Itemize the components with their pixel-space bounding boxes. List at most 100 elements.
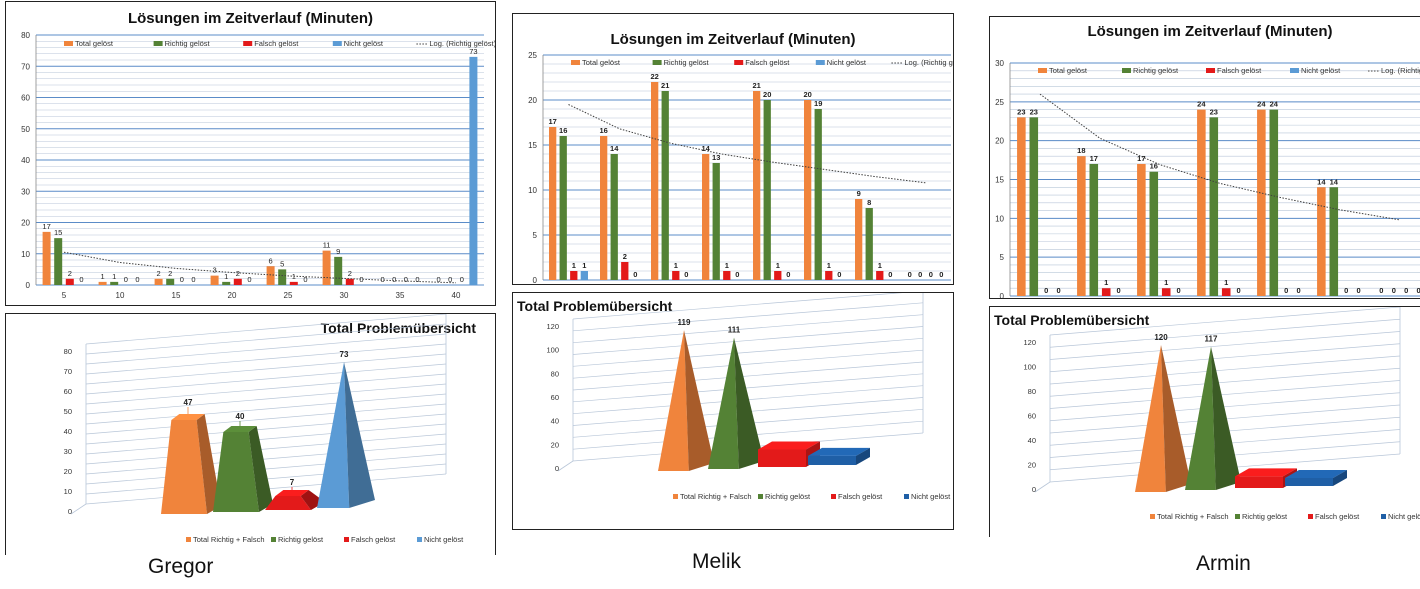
data-label: 17 <box>548 117 556 126</box>
data-label: 1 <box>582 261 586 270</box>
bar-falsch <box>723 271 731 280</box>
data-label: 1 <box>224 272 228 281</box>
grid-line <box>85 403 447 435</box>
overview-svg-armin: Total Problemübersicht 0 20 40 60 80 100 120 120… <box>994 307 1420 521</box>
bar-richtig <box>334 256 343 285</box>
legend-swatch <box>758 494 763 499</box>
data-label: 0 <box>1284 286 1288 295</box>
bar-falsch <box>876 271 884 280</box>
data-label: 0 <box>735 270 739 279</box>
x-tick-label: 40 <box>452 291 461 300</box>
y-tick-label: 50 <box>64 407 72 416</box>
chart-title: Lösungen im Zeitverlauf (Minuten) <box>128 10 373 27</box>
data-label: 0 <box>180 275 184 284</box>
data-label: 0 <box>448 275 452 284</box>
y-tick-label: 60 <box>1028 412 1036 421</box>
y-tick-label: 20 <box>551 440 559 449</box>
shape-richtig <box>213 432 259 512</box>
grid-line <box>85 383 447 415</box>
shape-total <box>1135 345 1166 492</box>
shape-side-total <box>196 414 221 514</box>
data-label: 14 <box>1317 177 1326 186</box>
grid-line <box>1049 307 1401 336</box>
y-tick-label: 60 <box>551 393 559 402</box>
shape-nicht <box>317 362 350 508</box>
legend-label: Falsch gelöst <box>351 535 396 544</box>
y-tick-label: 10 <box>528 186 537 195</box>
legend-swatch <box>652 60 662 65</box>
legend-swatch <box>64 41 73 46</box>
data-label: 0 <box>1177 286 1181 295</box>
overview-chart-melik: Total Problemübersicht 0 20 40 60 80 100 120 119… <box>512 292 954 530</box>
legend-swatch <box>815 60 825 65</box>
data-label: 119 <box>678 318 691 327</box>
legend-label-trend: Log. (Richtig gelöst) <box>1381 66 1420 75</box>
legend-label: Total Richtig + Falsch <box>193 535 265 544</box>
y-tick-label: 0 <box>68 507 72 516</box>
y-tick-label: 0 <box>1032 485 1036 494</box>
shape-nicht <box>1285 478 1333 486</box>
data-label: 13 <box>712 153 720 162</box>
bar-total <box>600 136 608 280</box>
y-tick-label: 120 <box>546 322 559 331</box>
x-tick-label: 15 <box>172 291 181 300</box>
y-tick-label: 5 <box>1000 253 1005 262</box>
bar-richtig <box>865 208 873 280</box>
shape-total <box>658 330 689 471</box>
data-label: 0 <box>1117 286 1121 295</box>
legend-label: Nicht gelöst <box>911 492 951 501</box>
grid-line <box>572 337 924 367</box>
bar-total <box>702 154 710 280</box>
data-label: 21 <box>752 81 760 90</box>
y-tick-label: 100 <box>1023 363 1036 372</box>
legend-swatch <box>344 537 349 542</box>
bar-richtig <box>1269 109 1279 296</box>
legend-label: Nicht gelöst <box>1388 512 1420 521</box>
y-tick-label: 15 <box>995 176 1004 185</box>
bar-total <box>42 231 51 285</box>
timeline-chart-gregor: Lösungen im Zeitverlauf (Minuten) 0 10 20 30… <box>5 1 496 306</box>
grid-line <box>1049 318 1401 348</box>
bar-total <box>210 275 219 285</box>
shape-top-nicht <box>1285 470 1347 478</box>
shape-top-falsch <box>1235 468 1297 477</box>
data-label: 120 <box>1154 333 1168 342</box>
data-label: 1 <box>725 261 729 270</box>
bar-falsch <box>345 278 354 285</box>
data-label: 20 <box>763 90 771 99</box>
bar-falsch <box>825 271 833 280</box>
data-label: 0 <box>1044 286 1048 295</box>
data-label: 0 <box>1297 286 1301 295</box>
data-label: 22 <box>650 72 658 81</box>
data-label: 0 <box>460 275 464 284</box>
x-tick-label: 25 <box>284 291 293 300</box>
data-label: 0 <box>191 275 195 284</box>
y-tick-label: 80 <box>21 31 30 40</box>
bar-total <box>1137 163 1146 296</box>
legend-swatch <box>332 41 342 46</box>
data-label: 0 <box>1237 286 1241 295</box>
timeline-chart-armin: Lösungen im Zeitverlauf (Minuten) 0 5 10 15 2… <box>989 16 1420 299</box>
data-label: 7 <box>290 478 295 487</box>
data-label: 47 <box>184 398 193 407</box>
legend-label: Total Richtig + Falsch <box>680 492 752 501</box>
timeline-svg-gregor: Lösungen im Zeitverlauf (Minuten)0102030… <box>21 10 495 300</box>
bar-richtig <box>814 109 822 280</box>
data-label: 14 <box>610 144 619 153</box>
timeline-svg-melik: Lösungen im Zeitverlauf (Minuten)0510152… <box>528 31 953 284</box>
legend-label: Falsch gelöst <box>838 492 883 501</box>
person-name-gregor: Gregor <box>148 555 214 578</box>
y-tick-label: 0 <box>1000 292 1005 298</box>
grid-line <box>572 361 924 391</box>
data-label: 24 <box>1197 100 1206 109</box>
person-name-armin: Armin <box>1196 552 1251 575</box>
legend-swatch <box>186 537 191 542</box>
shape-total <box>161 420 207 514</box>
bar-total <box>266 266 275 285</box>
legend-swatch <box>1381 514 1386 519</box>
data-label: 1 <box>101 272 105 281</box>
data-label: 18 <box>1077 146 1085 155</box>
data-label: 2 <box>348 269 352 278</box>
bar-richtig <box>1149 171 1159 296</box>
bar-richtig <box>1329 187 1339 296</box>
